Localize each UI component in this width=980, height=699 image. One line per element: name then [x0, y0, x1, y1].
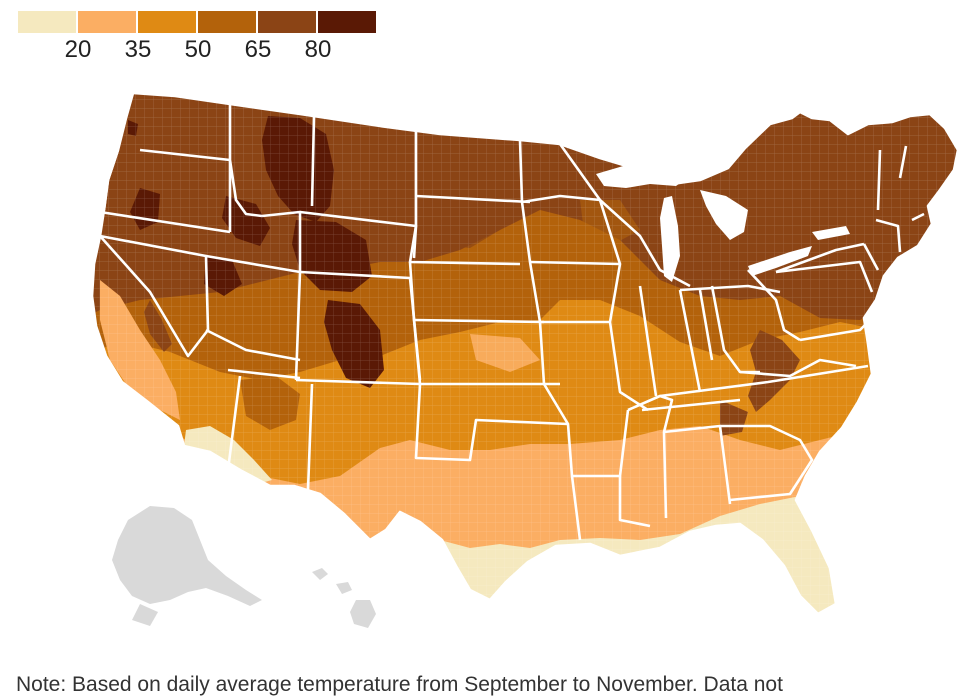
legend-swatch-5: [258, 11, 316, 33]
lake-michigan: [660, 196, 680, 282]
legend-tick-20: 20: [64, 36, 92, 63]
legend-swatch-3: [138, 11, 196, 33]
note-text: Note: Based on daily average temperature…: [16, 673, 783, 696]
lake-ontario: [812, 226, 850, 240]
lake-erie: [748, 246, 812, 276]
alaska-panhandle-shape: [132, 604, 158, 626]
alaska-shape: [112, 506, 262, 606]
hawaii-shape: [312, 568, 376, 628]
state-borders: [90, 91, 960, 616]
us-choropleth-map: [90, 91, 960, 628]
conterminous-us: [92, 93, 958, 614]
lake-huron: [700, 190, 748, 240]
legend-tick-50: 50: [184, 36, 212, 63]
legend-tick-80: 80: [304, 36, 332, 63]
legend-swatch-6: [318, 11, 376, 33]
legend-swatch-2: [78, 11, 136, 33]
legend-tick-65: 65: [244, 36, 272, 63]
legend-tick-35: 35: [124, 36, 152, 63]
legend-swatch-4: [198, 11, 256, 33]
legend-swatch-1: [18, 11, 76, 33]
